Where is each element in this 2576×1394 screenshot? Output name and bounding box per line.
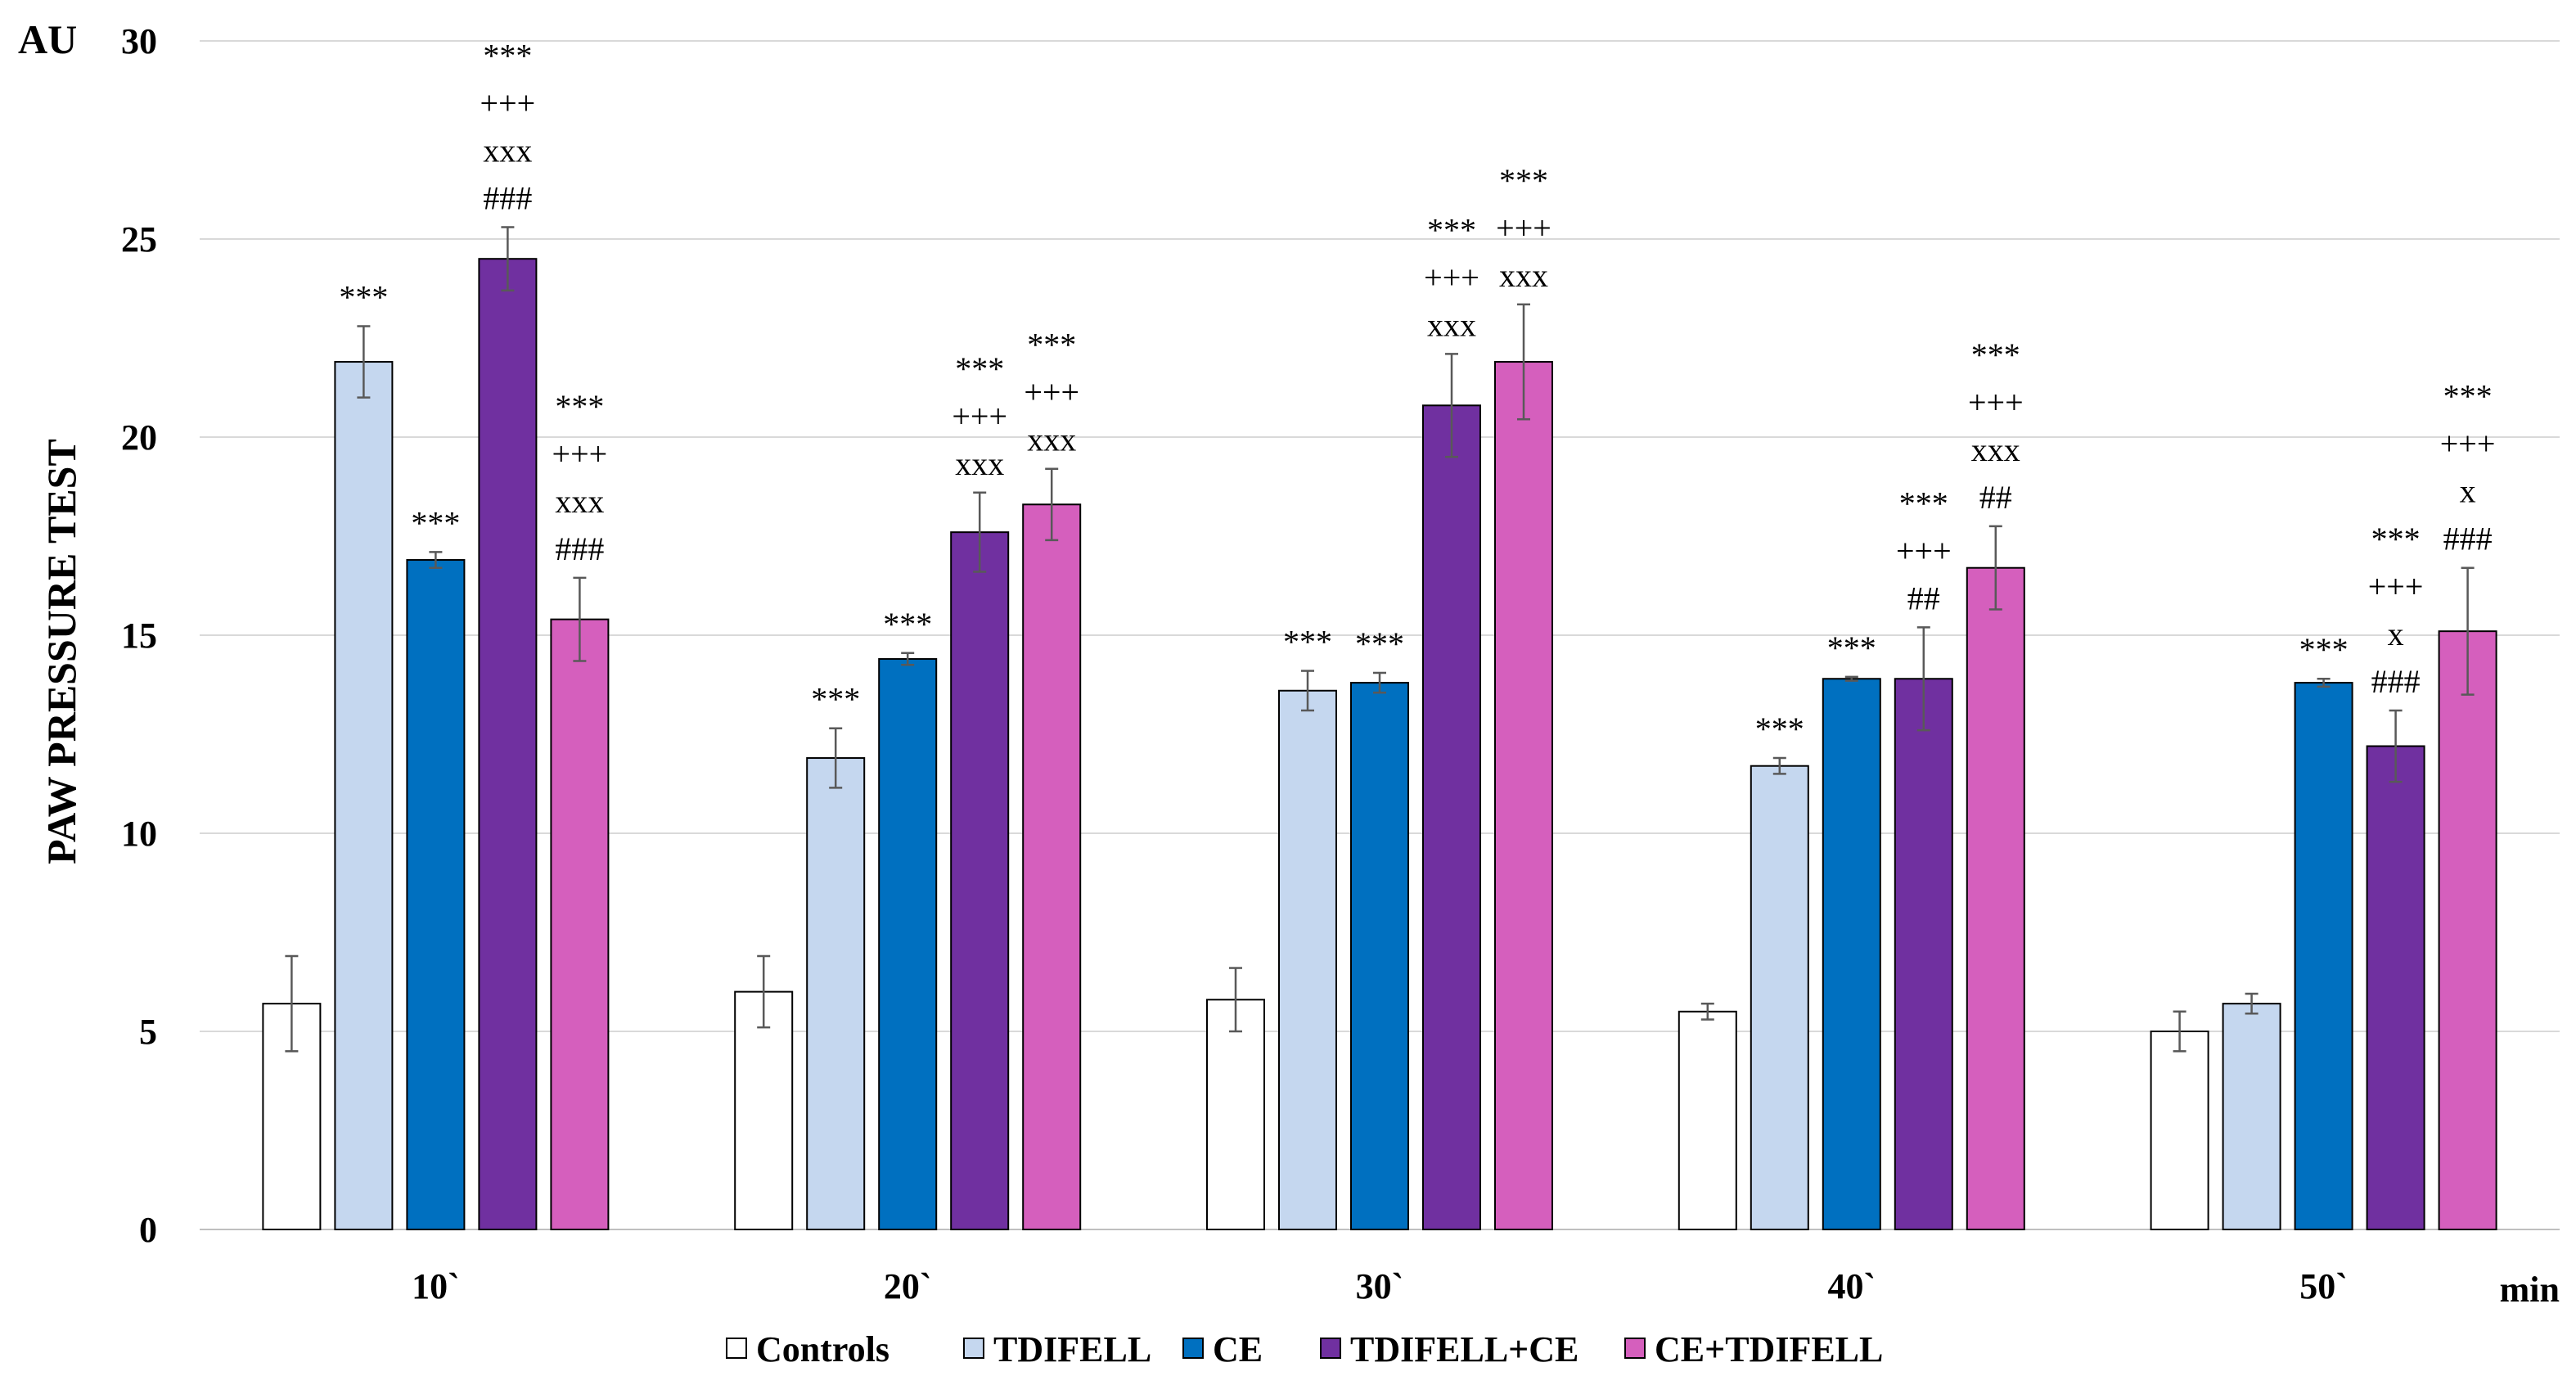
significance-label: *** (483, 37, 532, 74)
significance-label: xxx (483, 132, 532, 169)
significance-label: *** (2371, 521, 2421, 557)
y-unit-label: AU (18, 16, 77, 62)
y-tick-label: 0 (139, 1210, 157, 1250)
significance-label: +++ (952, 398, 1007, 435)
x-tick-label: 50` (2299, 1266, 2348, 1306)
bar (1678, 1010, 1737, 1231)
significance-label: +++ (1896, 532, 1952, 569)
significance-label: *** (1027, 327, 1076, 363)
error-bars (285, 226, 2475, 1053)
legend-label: TDIFELL (993, 1329, 1151, 1369)
legend-label: Controls (756, 1329, 889, 1369)
significance-label: *** (1355, 625, 1404, 662)
significance-label: +++ (2368, 568, 2424, 605)
legend-swatch (1182, 1338, 1204, 1359)
legend-label: TDIFELL+CE (1350, 1329, 1578, 1369)
significance-label: x (2460, 473, 2476, 510)
significance-label: xxx (1971, 431, 2020, 468)
significance-label: +++ (1496, 210, 1551, 246)
y-tick-label: 15 (121, 616, 157, 656)
bar (1278, 689, 1337, 1230)
significance-label: *** (2443, 378, 2493, 415)
significance-label: +++ (480, 84, 536, 121)
significance-label: ## (1907, 580, 1940, 616)
significance-label: *** (955, 350, 1004, 387)
bar (878, 658, 938, 1230)
legend: Controls TDIFELL CE TDIFELL+CE CE+TDIFELL (726, 1329, 1883, 1369)
bar (1966, 566, 2025, 1230)
significance-label: *** (1755, 711, 1804, 747)
bar (1494, 361, 1553, 1230)
bar (2438, 630, 2497, 1230)
bar (806, 757, 866, 1230)
bar (550, 618, 610, 1230)
significance-label: xxx (1499, 257, 1548, 294)
bar (1422, 404, 1481, 1230)
legend-swatch (1320, 1338, 1341, 1359)
y-tick-label: 30 (121, 21, 157, 61)
bar (1822, 678, 1881, 1230)
x-unit-label: min (2500, 1270, 2560, 1310)
significance-label: xxx (1427, 306, 1476, 343)
significance-label: x (2388, 616, 2404, 652)
legend-swatch (726, 1338, 747, 1359)
significance-label: ### (2443, 521, 2493, 557)
bar (2222, 1003, 2281, 1230)
bar (2294, 682, 2353, 1230)
bars (262, 258, 2497, 1231)
bar (1022, 503, 1082, 1230)
significance-label: *** (1899, 485, 1948, 521)
significance-label: *** (555, 388, 604, 425)
bar (334, 361, 394, 1230)
significance-label: *** (1427, 211, 1476, 248)
legend-label: CE+TDIFELL (1655, 1329, 1883, 1369)
significance-label: +++ (1968, 384, 2024, 421)
bar (478, 258, 538, 1231)
significance-label: *** (411, 504, 460, 541)
x-tick-label: 40` (1827, 1266, 1876, 1306)
y-tick-label: 5 (139, 1012, 157, 1052)
significance-label: ### (2371, 663, 2421, 700)
significance-label: +++ (2440, 426, 2496, 462)
significance-label: ### (555, 530, 604, 567)
bar (1206, 999, 1265, 1231)
significance-label: *** (1283, 624, 1332, 661)
bar (734, 990, 794, 1230)
significance-label: *** (339, 278, 388, 315)
y-tick-label: 25 (121, 219, 157, 259)
legend-swatch (963, 1338, 984, 1359)
bar (1350, 682, 1409, 1230)
significance-label: *** (1499, 162, 1548, 199)
axes: 0 5 10 15 20 25 30 AU PAW PRESSURE TEST 10` 20` 30`… (18, 16, 2560, 1310)
legend-label: CE (1213, 1329, 1263, 1369)
bar (950, 531, 1010, 1230)
x-tick-label: 10` (412, 1266, 460, 1306)
x-tick-label: 20` (884, 1266, 932, 1306)
bar (2366, 745, 2425, 1230)
bar (1750, 765, 1809, 1230)
significance-label: xxx (555, 483, 604, 520)
y-axis-title: PAW PRESSURE TEST (38, 439, 84, 864)
y-tick-label: 10 (121, 814, 157, 854)
legend-swatch (1624, 1338, 1646, 1359)
significance-label: xxx (1027, 422, 1076, 458)
significance-label: ### (483, 179, 532, 216)
significance-label: xxx (955, 445, 1004, 482)
significance-label: *** (1827, 629, 1876, 666)
significance-label: +++ (1024, 374, 1079, 411)
y-tick-label: 20 (121, 417, 157, 458)
significance-annotations: *** *** *** +++ xxx ### *** +++ xxx ### *** *** *** +… (339, 37, 2495, 747)
significance-label: +++ (1424, 259, 1479, 295)
bar (406, 559, 466, 1230)
significance-label: ## (1979, 479, 2012, 516)
bar (1894, 678, 1953, 1230)
significance-label: *** (1971, 336, 2020, 373)
x-tick-label: 30` (1356, 1266, 1404, 1306)
significance-label: +++ (552, 435, 608, 472)
significance-label: *** (883, 606, 932, 643)
significance-label: *** (811, 681, 860, 718)
bar (2150, 1031, 2209, 1230)
significance-label: *** (2299, 631, 2349, 668)
